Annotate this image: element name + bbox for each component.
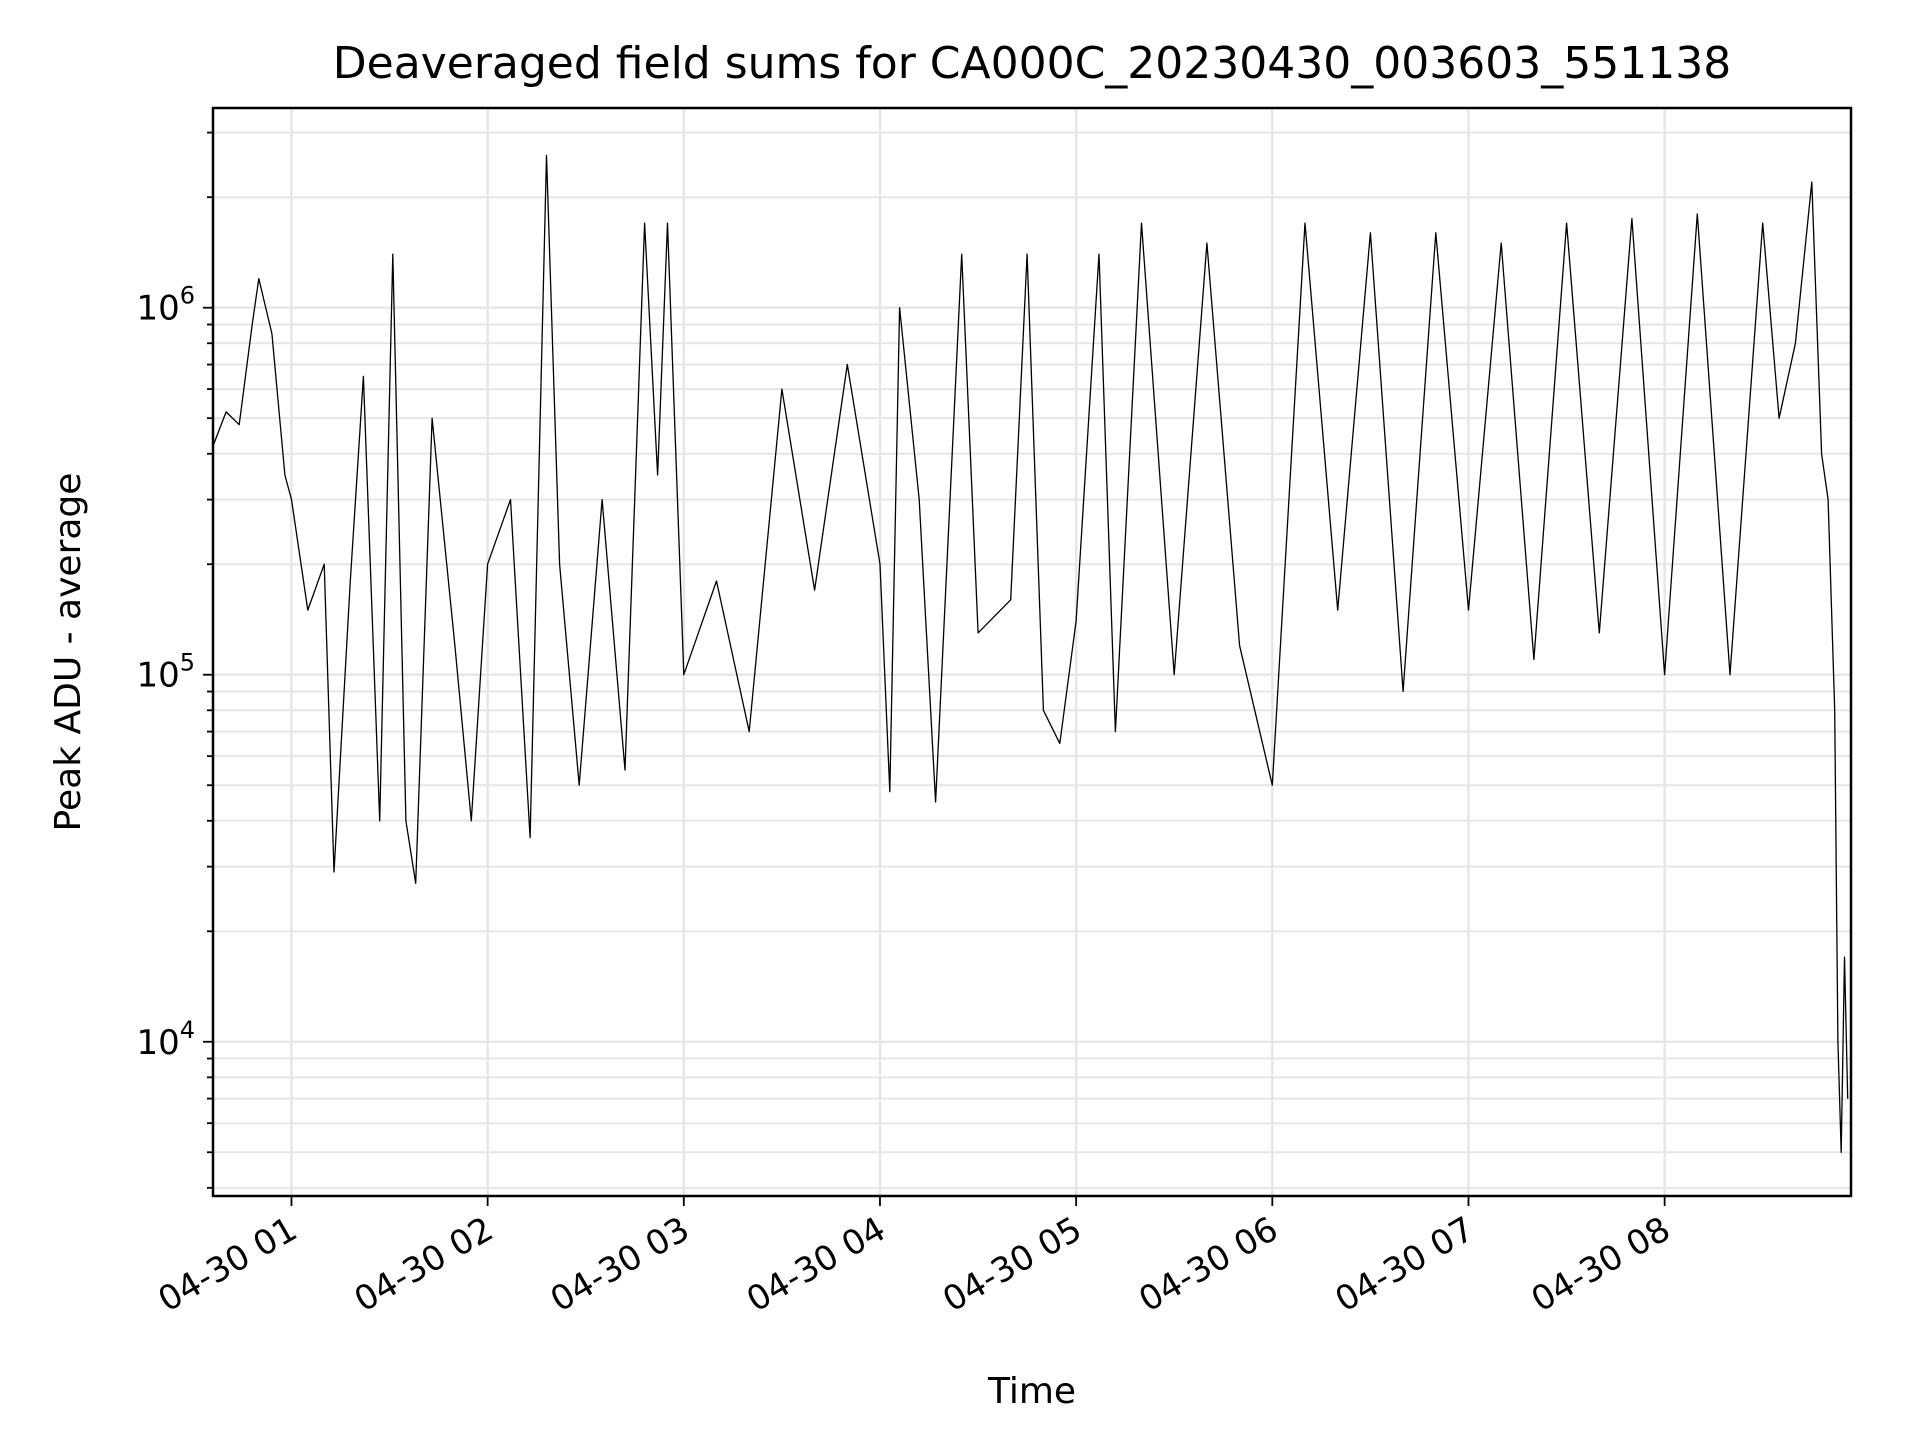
series-line-0 [212, 154, 1849, 1153]
x-axis-label: Time [987, 1371, 1076, 1412]
chart-title: Deaveraged field sums for CA000C_2023043… [333, 38, 1731, 89]
y-axis: 104 105 106 [136, 131, 213, 1189]
y-tick-label: 105 [136, 649, 195, 696]
y-tick-label: 106 [136, 282, 195, 329]
plot-frame [211, 106, 1853, 1198]
y-tick-label: 104 [136, 1016, 195, 1063]
grid [213, 108, 1851, 1196]
y-axis-label: Peak ADU - average [48, 473, 89, 832]
series-layer [212, 154, 1849, 1153]
